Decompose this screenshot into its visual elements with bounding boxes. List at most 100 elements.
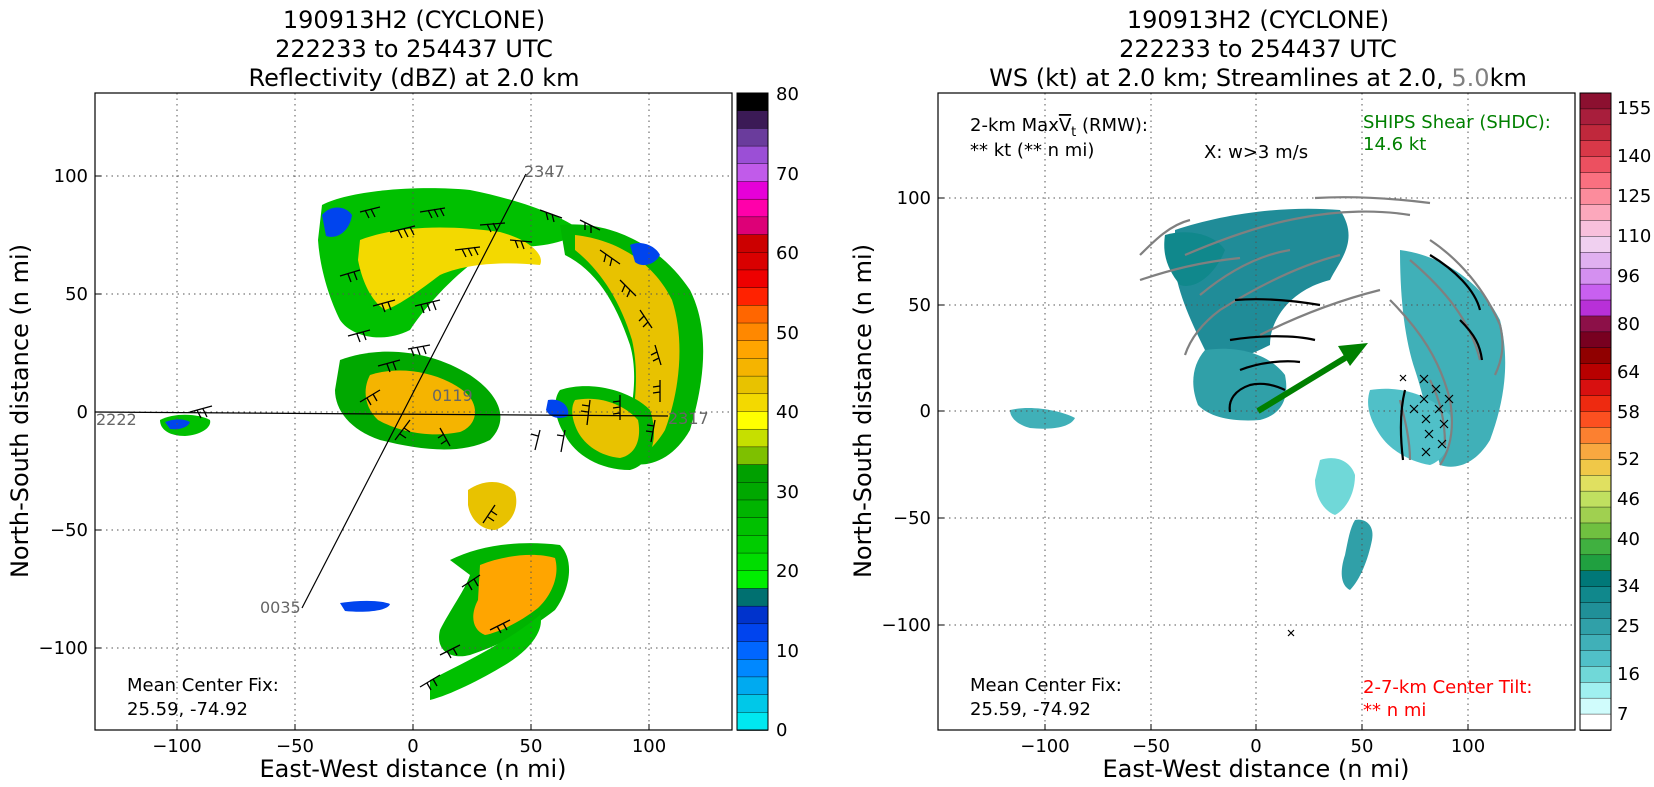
right-streamlines-2km [1228,254,1484,461]
left-colorbar-cell [736,287,769,307]
right-panel: 190913H2 (CYCLONE) 222233 to 254437 UTC … [849,6,1651,783]
echo-yellow-core-north [358,227,541,310]
right-title-line-3: WS (kt) at 2.0 km; Streamlines at 2.0, 5… [989,64,1527,92]
left-title-line-3: Reflectivity (dBZ) at 2.0 km [249,64,580,92]
right-y-tick-labels: 100 50 0 −50 −100 [882,188,931,636]
echo-south-band-core [473,554,557,635]
left-colorbar-cell [736,252,769,271]
left-colorbar-cell [736,605,769,625]
left-colorbar-cell [736,163,769,183]
right-colorbar-cell [1579,554,1612,572]
left-colorbar-cell [736,234,769,254]
right-ytick: −100 [882,615,931,636]
ws-center-region [1193,348,1287,421]
left-cbar-tick: 70 [776,164,799,185]
echo-southwest-blue [340,600,390,612]
left-colorbar-cell [736,676,769,696]
right-colorbar-cell [1579,570,1612,588]
left-cbar-tick: 10 [776,641,799,662]
right-colorbar-cell [1579,267,1612,285]
left-colorbar-ticks: 80 70 60 50 40 30 20 10 0 [776,84,799,741]
right-colorbar-cell [1579,697,1612,715]
right-vmax-value: ** kt (** n mi) [970,140,1094,161]
right-colorbar-cell [1579,188,1612,206]
ws-south-tail [1341,519,1373,590]
vbar-symbol: V [1059,115,1072,136]
left-colorbar-cell [736,464,769,484]
right-colorbar-cell [1579,427,1612,445]
left-colorbar-cell [736,92,769,112]
right-xtick: −100 [1020,736,1069,757]
right-colorbar-cell [1579,363,1612,381]
left-x-tick-labels: −100 −50 0 50 100 [152,736,666,757]
right-colorbar: 155 140 125 110 96 80 64 58 52 46 40 34 … [1579,92,1651,731]
left-title-line-1: 190913H2 (CYCLONE) [283,6,545,34]
left-cbar-tick: 40 [776,402,799,423]
right-colorbar-cell [1579,538,1612,556]
left-colorbar-cell [736,358,769,377]
left-colorbar-cell [736,269,769,289]
left-ytick: 100 [54,166,88,187]
right-colorbar-cell [1579,220,1612,238]
left-ticks [95,175,650,730]
right-colorbar-cell [1579,347,1612,365]
right-ticks [938,197,1469,730]
left-xtick: −100 [152,736,201,757]
right-cbar-tick: 125 [1617,186,1651,207]
leg-label-0035: 0035 [260,598,301,617]
left-xtick: 50 [520,736,543,757]
right-colorbar-frame [1579,92,1612,731]
right-colorbar-cell [1579,283,1612,301]
left-colorbar-cell [736,305,769,324]
right-cbar-tick: 140 [1617,146,1651,167]
leg-label-2347: 2347 [524,162,565,181]
right-colorbar-cell [1579,108,1612,126]
right-cbar-tick: 16 [1617,664,1640,685]
right-cbar-tick: 25 [1617,616,1640,637]
left-center-fix-value: 25.59, -74.92 [127,699,248,720]
right-title-3-c: km [1490,64,1527,92]
left-xtick: 100 [632,736,666,757]
left-colorbar: 80 70 60 50 40 30 20 10 0 [736,84,799,741]
right-colorbar-cell [1579,682,1612,699]
left-colorbar-cell [736,517,769,537]
right-colorbar-cell [1579,506,1612,524]
right-updraft-markers [1287,374,1454,637]
right-title-line-2: 222233 to 254437 UTC [1119,35,1397,63]
right-vmax-label: 2-km MaxVt (RMW): [970,115,1148,140]
right-ytick: 50 [908,295,931,316]
right-colorbar-cell [1579,634,1612,652]
ws-south-patch [1315,458,1355,515]
left-colorbar-cell [736,588,769,607]
left-colorbar-cell [736,198,769,218]
echo-blue-edge-east [630,243,660,266]
left-colorbar-cell [736,393,769,413]
right-title-3-b: 5.0 [1451,64,1489,92]
left-y-axis-label: North-South distance (n mi) [6,244,34,578]
right-colorbar-cell [1579,666,1612,684]
right-tilt-label: 2-7-km Center Tilt: [1363,677,1532,698]
left-colorbar-cell [736,411,769,430]
ws-west-patch [1010,407,1075,429]
right-tilt-value: ** n mi [1363,700,1426,721]
right-colorbar-cell [1579,156,1612,174]
echo-south-patch [468,481,517,530]
right-center-fix-label: Mean Center Fix: [970,675,1122,696]
right-colorbar-cell [1579,315,1612,333]
left-flight-legs [94,173,669,609]
left-colorbar-cell [736,340,769,360]
right-cbar-tick: 7 [1617,704,1628,725]
right-colorbar-cell [1579,459,1612,477]
right-cbar-tick: 96 [1617,266,1640,287]
left-colorbar-cell [736,641,769,661]
flight-leg-ne-sw [301,173,527,609]
right-colorbar-cell [1579,379,1612,397]
right-ships-label: SHIPS Shear (SHDC): [1363,112,1551,133]
right-windspeed-field [1010,208,1506,590]
left-panel: 190913H2 (CYCLONE) 222233 to 254437 UTC … [6,6,799,783]
right-ytick: 100 [897,188,931,209]
left-ytick: −50 [50,520,88,541]
right-title-line-1: 190913H2 (CYCLONE) [1127,6,1389,34]
left-colorbar-cell [736,535,769,554]
right-colorbar-cell [1579,204,1612,222]
